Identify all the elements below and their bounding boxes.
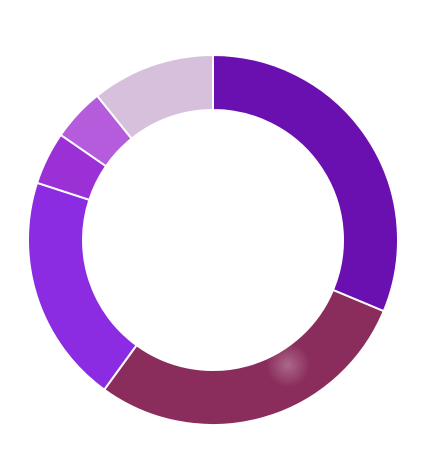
donut-slice-6[interactable] — [95, 53, 214, 141]
donut-slice-3[interactable] — [27, 181, 138, 392]
donut-slice-1[interactable] — [212, 53, 399, 313]
donut-slice-2[interactable] — [102, 288, 386, 426]
donut-slices — [27, 53, 399, 426]
donut-glare — [266, 343, 310, 387]
